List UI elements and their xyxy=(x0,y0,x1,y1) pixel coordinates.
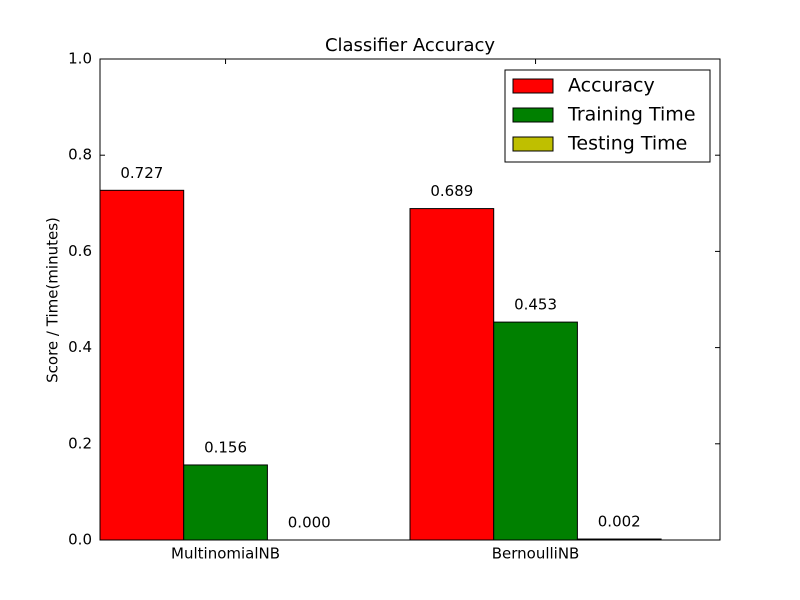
legend-text: Testing Time xyxy=(567,133,687,155)
chart-title: Classifier Accuracy xyxy=(325,35,495,56)
y-tick-label: 1.0 xyxy=(68,50,92,68)
y-axis-label: Score / Time(minutes) xyxy=(44,217,62,383)
value-label: 0.156 xyxy=(204,438,247,456)
bar xyxy=(409,208,495,541)
bar xyxy=(183,464,268,541)
legend-swatch xyxy=(512,136,554,152)
legend: Accuracy Training Time Testing Time xyxy=(504,69,711,163)
x-tick-label: BernoulliNB xyxy=(492,545,580,563)
value-label: 0.453 xyxy=(514,296,557,314)
plot-frame xyxy=(99,58,721,541)
y-tick-label: 0.8 xyxy=(68,146,92,164)
x-tick-label: MultinomialNB xyxy=(171,545,280,563)
value-label: 0.000 xyxy=(288,514,331,532)
value-label: 0.727 xyxy=(120,164,163,182)
y-tick-label: 0.6 xyxy=(68,242,92,260)
y-tick-label: 0.4 xyxy=(68,338,92,356)
value-label: 0.002 xyxy=(598,513,641,531)
value-label: 0.689 xyxy=(430,182,473,200)
legend-text: Training Time xyxy=(567,104,696,126)
legend-swatch xyxy=(512,78,554,94)
y-tick-label: 0.0 xyxy=(68,531,92,549)
bar xyxy=(493,321,578,541)
legend-text: Accuracy xyxy=(568,75,655,97)
y-tick-label: 0.2 xyxy=(68,434,92,452)
bar xyxy=(99,189,185,541)
legend-swatch xyxy=(512,107,554,123)
